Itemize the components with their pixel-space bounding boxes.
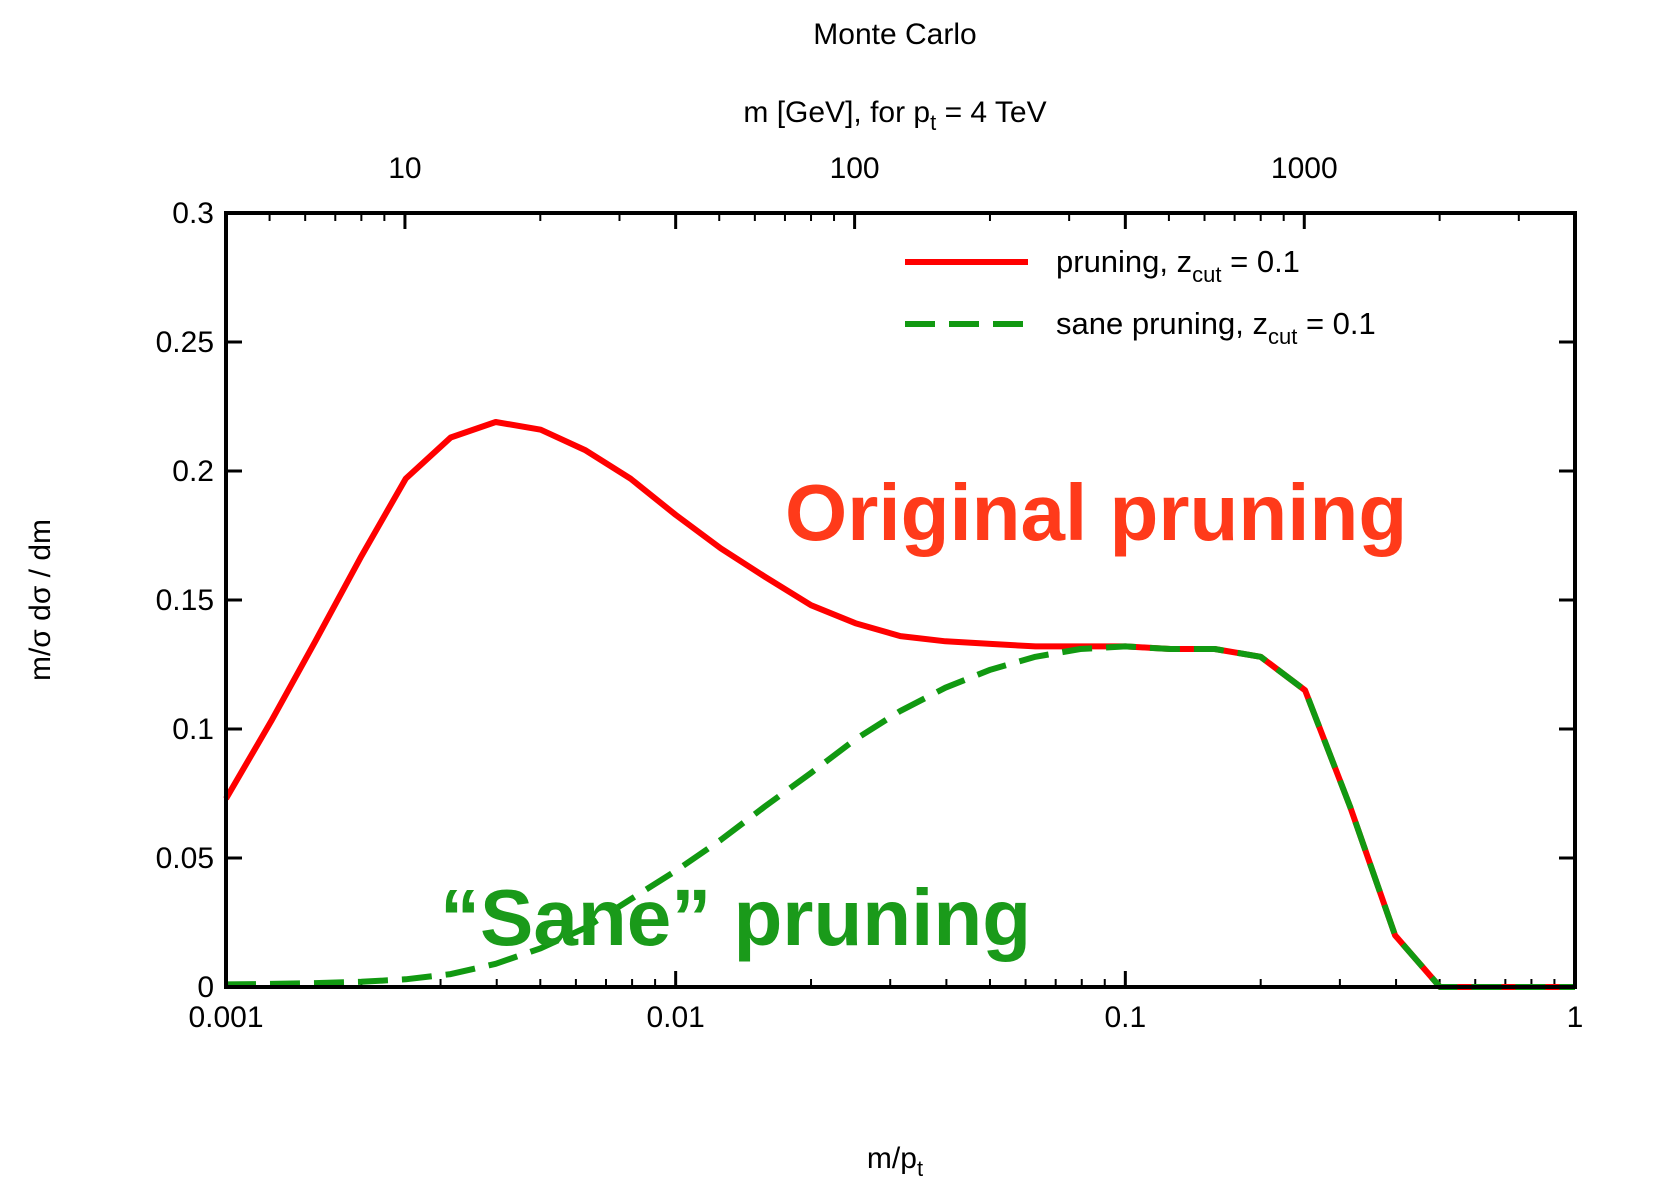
legend-label: sane pruning, zcut = 0.1 (1056, 306, 1376, 349)
top-tick-label: 1000 (1271, 152, 1338, 185)
top-tick-label: 100 (830, 152, 880, 185)
plot-frame (224, 211, 1577, 989)
annotation-original-pruning: Original pruning (785, 468, 1407, 557)
legend: pruning, zcut = 0.1 sane pruning, zcut = … (905, 244, 1376, 349)
y-tick-label: 0.1 (172, 713, 214, 746)
y-tick-label: 0 (197, 971, 214, 1004)
top-axis-label: m [GeV], for pt = 4 TeV (743, 96, 1046, 135)
y-tick-label: 0.25 (156, 326, 214, 359)
x-axis-label: m/pt (867, 1142, 923, 1181)
y-tick-label: 0.3 (172, 197, 214, 230)
x-tick-label: 0.001 (188, 1001, 263, 1034)
svg-text:m [GeV], for pt = 4 TeV: m [GeV], for pt = 4 TeV (743, 96, 1046, 135)
y-tick-label: 0.2 (172, 455, 214, 488)
y-tick-label: 0.15 (156, 584, 214, 617)
chart-title: Monte Carlo (813, 18, 976, 51)
series-line-sane-pruning (225, 643, 1575, 990)
legend-label: pruning, zcut = 0.1 (1056, 244, 1300, 287)
y-axis-label: m/σ dσ / dm (24, 519, 57, 681)
x-tick-label: 1 (1567, 1001, 1584, 1034)
annotation-sane-pruning: “Sane” pruning (440, 873, 1031, 962)
top-tick-label: 10 (388, 152, 421, 185)
x-tick-label: 0.01 (646, 1001, 704, 1034)
x-tick-label: 0.1 (1104, 1001, 1146, 1034)
y-tick-label: 0.05 (156, 842, 214, 875)
